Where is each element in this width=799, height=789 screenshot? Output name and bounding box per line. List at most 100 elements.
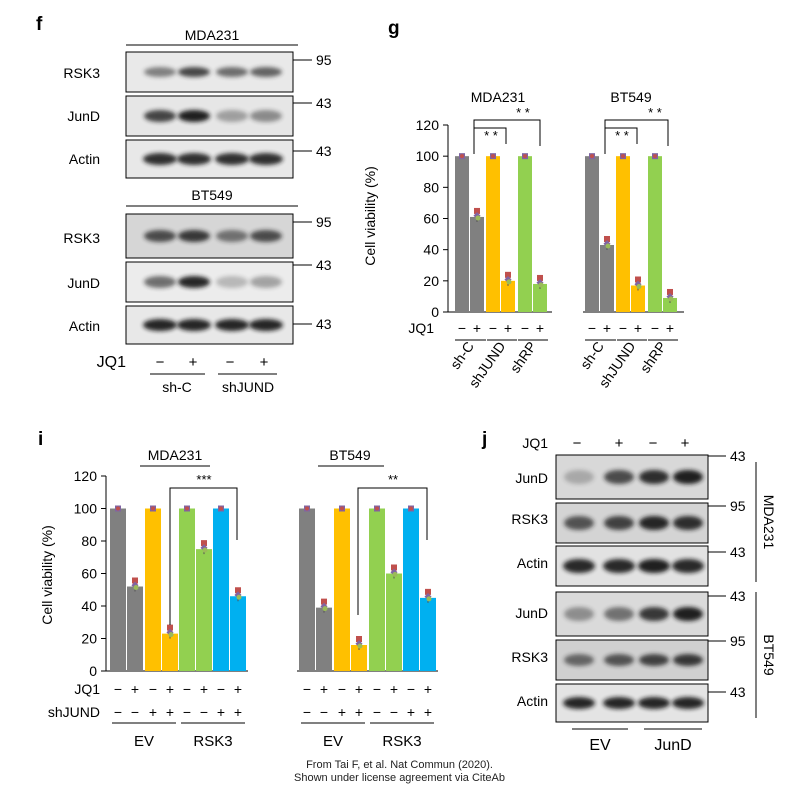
data-point (116, 506, 120, 511)
blot-band (638, 559, 670, 573)
bar (486, 156, 500, 312)
cell-line-label: MDA231 (761, 495, 777, 550)
blot-band (563, 697, 595, 709)
shjund-sign: + (338, 704, 346, 720)
blot-strip (125, 139, 294, 179)
shjund-sign: + (355, 704, 363, 720)
bar (230, 596, 246, 671)
jq1-sign: − (649, 435, 658, 452)
bar (162, 633, 178, 671)
blot-band (603, 559, 635, 573)
jq1-sign: − (458, 320, 466, 336)
jq1-sign: − (338, 681, 346, 697)
significance-mark: *** (196, 472, 211, 487)
jq1-sign: + (390, 681, 398, 697)
significance-mark: ** (388, 472, 398, 487)
jq1-sign: − (226, 354, 235, 371)
shjund-sign: + (149, 704, 157, 720)
panel-letter: g (388, 18, 400, 39)
mw-marker: 43 (316, 95, 332, 111)
blot-band (178, 67, 210, 77)
blot-band (177, 153, 211, 165)
blot-band (604, 516, 634, 530)
blot-band (672, 697, 704, 709)
bars (106, 505, 438, 672)
significance-mark: * * (516, 105, 530, 120)
panel-j: j JQ1 − + − + JunD RSK3 Actin JunD RSK3 … (481, 429, 777, 754)
bar (403, 508, 419, 671)
bar (316, 607, 332, 671)
blot-band (603, 697, 635, 709)
bar (648, 156, 662, 312)
data-point (375, 506, 379, 511)
jq1-sign: + (504, 320, 512, 336)
data-point (322, 606, 328, 612)
shjund-sign: − (320, 704, 328, 720)
mw-marker: 43 (316, 143, 332, 159)
jq1-sign: + (320, 681, 328, 697)
data-point (202, 547, 208, 553)
group-label: sh-C (162, 379, 192, 395)
y-tick-label: 60 (423, 211, 439, 227)
blot-band (216, 230, 248, 242)
data-point (409, 506, 413, 511)
jq1-sign: + (603, 320, 611, 336)
data-point (474, 207, 480, 214)
blot-strip (555, 502, 709, 544)
shjund-label: shJUND (48, 704, 100, 720)
bar (351, 645, 367, 671)
data-point (653, 154, 657, 159)
blot-band (144, 67, 176, 77)
y-tick-label: 40 (423, 242, 439, 258)
blot-band (216, 67, 248, 77)
blot-band (564, 470, 594, 484)
group-label: sh-C (577, 339, 607, 372)
blot-band (143, 319, 177, 331)
blot-strip (555, 454, 709, 500)
y-tick-label: 120 (416, 117, 440, 133)
significance-mark: * * (648, 105, 662, 120)
jq1-sign: − (573, 435, 582, 452)
data-point (340, 506, 344, 511)
series-title: BT549 (329, 447, 370, 463)
shjund-sign: + (234, 704, 242, 720)
bar (127, 586, 143, 671)
mw-marker: 43 (316, 316, 332, 332)
data-point (621, 154, 625, 159)
data-point (604, 235, 610, 242)
data-point (605, 243, 611, 249)
row-label-actin: Actin (517, 693, 548, 709)
blot-band (144, 230, 176, 242)
blot-band (604, 470, 634, 484)
blot-strip (125, 95, 294, 137)
y-axis: 0 20 40 60 80 100 120 (74, 468, 107, 679)
group-label: sh-C (447, 339, 477, 372)
row-label-rsk3: RSK3 (511, 649, 548, 665)
blot-band (564, 607, 594, 621)
group-label: shJUND (222, 379, 274, 395)
data-point (635, 276, 641, 283)
y-tick-label: 100 (74, 501, 98, 517)
blot-band (639, 654, 669, 666)
cell-line-label: MDA231 (185, 27, 240, 43)
blot-band (215, 153, 249, 165)
data-point (523, 154, 527, 159)
data-point (357, 643, 363, 649)
group-label: EV (134, 733, 154, 750)
blot-band (143, 153, 177, 165)
cell-line-label: BT549 (761, 634, 777, 675)
blot-band (639, 470, 669, 484)
bar (470, 216, 484, 312)
blot-strip (555, 545, 709, 587)
jq1-label: JQ1 (522, 435, 548, 451)
bar (386, 573, 402, 671)
jq1-sign: − (114, 681, 122, 697)
blot-band (177, 319, 211, 331)
jq1-sign: + (681, 435, 690, 452)
blot-band (215, 319, 249, 331)
blot-band (144, 110, 176, 122)
blot-strip (555, 639, 709, 681)
y-axis: 0 20 40 60 80 100 120 (416, 117, 449, 320)
